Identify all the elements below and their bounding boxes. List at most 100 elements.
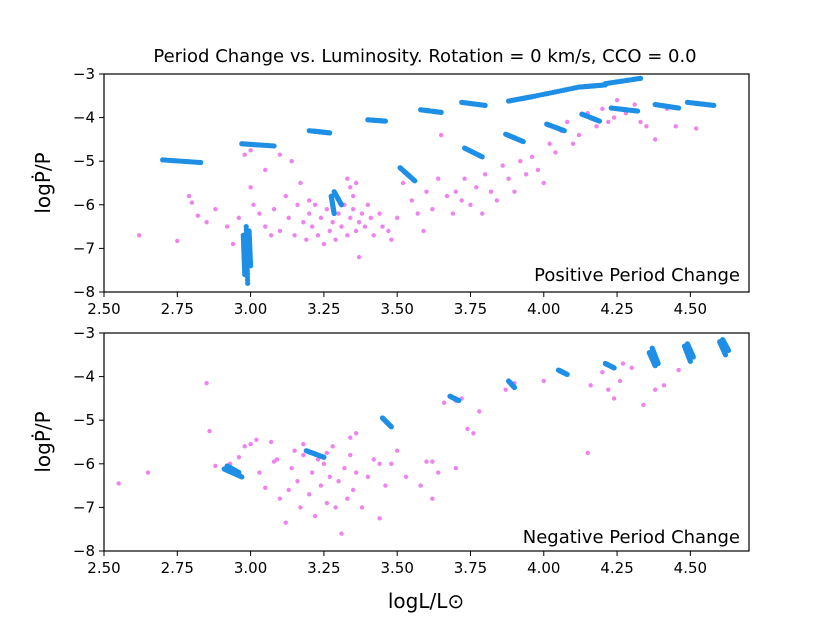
bottom-x-tick-label: 4.00 [527,559,560,577]
observed-point [453,189,459,194]
bottom-x-tick-label: 2.75 [161,559,194,577]
observed-point [638,119,643,125]
observed-point [298,505,303,510]
observed-point [175,238,180,244]
bottom-x-ticks: 2.50 2.75 3.00 3.25 3.50 3.75 4.00 4.25 4.50 [87,551,707,577]
observed-point [617,378,623,384]
observed-point [286,487,291,493]
model-track-point [242,271,248,278]
observed-point [292,233,297,238]
observed-point [339,531,344,536]
observed-point [368,215,373,221]
model-track-point [438,109,444,115]
observed-point [474,185,479,190]
top-x-tick-label: 3.50 [380,300,413,318]
x-axis-label: logL/L⊙ [388,589,464,613]
observed-point [351,487,356,493]
observed-point [430,206,435,212]
observed-point [242,152,247,157]
observed-point [644,124,649,129]
observed-point [494,198,500,203]
observed-point [271,206,277,212]
observed-point [283,193,288,199]
bottom-x-tick-label: 3.25 [307,559,340,577]
observed-point [418,483,423,488]
bottom-x-tick-label: 4.25 [600,559,633,577]
observed-point [283,520,288,525]
observed-point [348,452,353,458]
observed-point [359,505,365,510]
observed-point [136,233,142,238]
bottom-y-tick-label: −4 [73,368,95,386]
observed-point [324,206,330,212]
model-track-point [561,128,567,134]
observed-point [450,211,456,216]
observed-point [471,431,476,436]
observed-point [318,483,324,488]
observed-point [204,380,209,386]
model-track-point [245,280,251,286]
observed-point [377,211,382,216]
observed-point [371,233,376,238]
bottom-x-tick-label: 2.50 [87,559,120,577]
observed-point [204,220,209,225]
observed-point [652,387,658,392]
observed-point [318,215,324,221]
observed-point [606,387,611,392]
observed-point [424,189,429,194]
observed-point [336,479,341,484]
observed-point [600,370,605,375]
observed-point [421,228,426,234]
top-y-tick-label: −3 [73,65,95,83]
observed-point [268,439,274,445]
observed-point [277,152,283,157]
observed-point [409,198,415,203]
observed-point [189,200,195,205]
observed-point [438,132,444,138]
observed-point [268,233,274,238]
observed-point [465,426,470,432]
model-track-point [722,352,729,358]
observed-point [213,463,218,469]
top-y-tick-label: −6 [73,196,95,214]
observed-point [371,457,376,462]
top-x-tick-label: 2.50 [87,300,120,318]
model-track-point [725,347,732,354]
observed-point [436,470,441,475]
observed-point [301,220,306,225]
model-track-point [388,424,394,430]
bottom-y-tick-label: −8 [73,542,95,560]
model-track-point [198,159,204,166]
observed-point [304,237,309,242]
top-panel: 2.50 2.75 3.00 3.25 3.50 3.75 4.00 4.25 4.50 −3−… [73,65,750,318]
bottom-y-tick-label: −3 [73,324,95,342]
observed-point [459,198,464,203]
top-x-tick-label: 4.50 [674,300,707,318]
observed-point [394,215,400,221]
observed-point [248,148,253,153]
observed-point [600,106,605,112]
observed-point [468,202,473,207]
observed-point [585,450,590,456]
observed-point [673,124,678,129]
top-y-tick-label: −7 [73,239,95,257]
observed-point [333,237,338,242]
observed-point [295,202,300,207]
model-track-point [321,454,327,460]
observed-point [327,228,332,234]
observed-point [380,224,385,229]
observed-point [400,180,406,186]
observed-point [242,444,247,449]
observed-point [348,215,353,221]
observed-point [339,224,344,229]
observed-point [315,457,321,462]
observed-point [652,137,658,142]
observed-point [523,172,529,177]
observed-point [588,383,593,388]
observed-point [614,97,620,103]
top-x-tick-label: 3.75 [454,300,487,318]
observed-point [362,224,368,229]
observed-point [359,211,365,216]
observed-point [263,485,268,490]
observed-point [365,474,371,480]
